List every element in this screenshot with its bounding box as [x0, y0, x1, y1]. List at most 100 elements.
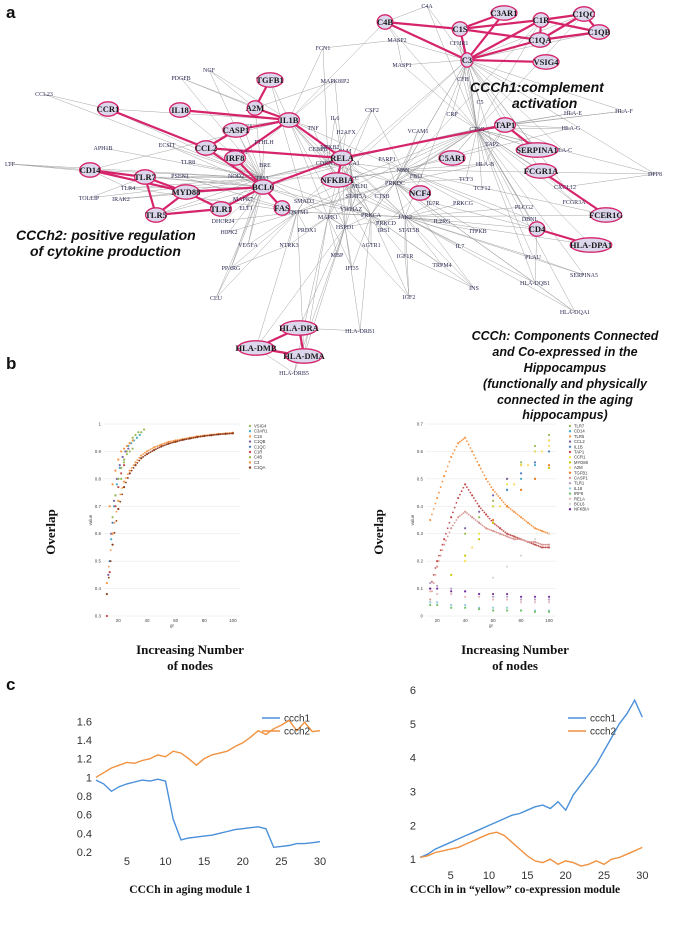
data-point — [530, 541, 533, 543]
data-point — [533, 595, 537, 598]
data-point — [491, 488, 495, 491]
data-point — [219, 433, 222, 436]
data-point — [221, 433, 224, 436]
data-point — [521, 538, 524, 541]
legend-marker — [568, 424, 572, 428]
data-point — [460, 439, 463, 442]
x-axis-label: gr — [489, 623, 494, 628]
y-tick-label: 1.2 — [77, 754, 92, 766]
data-point — [519, 598, 523, 601]
data-point — [130, 469, 133, 472]
highlight-node-label: SERPINA1 — [516, 145, 558, 155]
data-point — [498, 527, 502, 530]
gene-node-label: IL6 — [331, 116, 340, 122]
data-point — [509, 508, 512, 510]
network-edge — [394, 130, 419, 184]
data-point — [509, 534, 512, 536]
highlight-node-circle — [524, 163, 558, 179]
c-left-caption: CCCh in aging module 1 — [129, 884, 251, 896]
data-point — [108, 505, 111, 508]
network-edge — [476, 128, 538, 230]
network-edge — [394, 182, 475, 289]
network-edge — [166, 144, 263, 179]
data-point — [464, 606, 467, 609]
data-point — [460, 513, 463, 516]
legend-label: ccch1 — [590, 714, 617, 725]
b-left-caption-line1: Increasing Number — [136, 642, 244, 657]
network-edge — [247, 186, 264, 246]
annotation-ccch1-line1: CCCh1:complement — [470, 79, 605, 95]
data-point — [115, 510, 118, 513]
data-point — [547, 450, 551, 453]
legend-marker — [568, 435, 572, 438]
highlight-edge — [179, 108, 290, 122]
gene-node-label: PLCG2 — [515, 205, 533, 211]
gene-node-label: PRKDC — [385, 181, 405, 187]
data-point — [205, 434, 207, 437]
network-edge — [349, 162, 404, 171]
data-point — [162, 442, 164, 445]
network-edge — [306, 216, 329, 231]
x-tick-label: 20 — [435, 618, 441, 623]
data-point — [230, 432, 232, 435]
gene-node-label: CTSB — [374, 194, 389, 200]
x-tick-label: 20 — [237, 856, 249, 868]
network-edge — [254, 80, 336, 109]
data-point — [117, 499, 120, 502]
highlight-node-circle — [251, 179, 275, 195]
data-point — [446, 465, 449, 468]
data-point — [436, 565, 439, 568]
data-point — [505, 565, 509, 568]
highlight-node-circle — [532, 12, 550, 28]
data-point — [478, 608, 481, 611]
data-point — [512, 510, 516, 513]
highlight-node-label: C5AR1 — [439, 153, 466, 163]
data-point — [505, 609, 509, 612]
data-point — [505, 598, 509, 601]
data-point — [519, 554, 523, 557]
data-point — [462, 486, 465, 489]
network-edge — [166, 144, 264, 188]
x-tick-label: 60 — [173, 618, 179, 623]
data-point — [458, 440, 461, 443]
legend-marker — [248, 424, 252, 428]
y-tick-label: 0.5 — [417, 476, 424, 481]
gene-node-label: MLH1 — [352, 184, 368, 190]
data-point — [504, 534, 507, 537]
legend-marker — [248, 461, 252, 464]
network-edge — [426, 5, 468, 61]
data-point — [134, 433, 137, 437]
highlight-node-label: C1QC — [572, 9, 595, 19]
data-point — [112, 499, 116, 502]
network-edge — [344, 214, 372, 228]
chart-c-right: 1 2 3 4 5 6 5 10 15 20 25 30 ccch1 ccch2 — [410, 685, 649, 882]
data-point — [533, 477, 537, 480]
data-point — [434, 567, 437, 569]
data-point — [486, 528, 489, 530]
data-point — [429, 601, 432, 604]
data-point — [436, 584, 439, 587]
gene-node-label: IRS1 — [378, 228, 390, 234]
network-edge — [359, 214, 372, 332]
data-point — [436, 560, 439, 563]
data-point — [158, 444, 161, 447]
data-point — [138, 433, 141, 437]
data-point — [446, 527, 449, 530]
network-edge — [381, 182, 396, 197]
network-edge — [288, 119, 338, 181]
network-nodes: C4A MASP2 CFHR1 FCN1 MASP1 NGF PDGFB MAPK8IP2 CF… — [5, 4, 662, 377]
network-edge — [350, 128, 478, 210]
data-point — [514, 538, 517, 541]
data-point — [472, 453, 475, 456]
data-point — [526, 464, 530, 467]
data-point — [464, 483, 467, 486]
data-point — [450, 455, 453, 459]
data-point — [105, 581, 108, 585]
data-point — [540, 450, 544, 453]
data-point — [546, 543, 549, 546]
data-point — [533, 461, 537, 464]
x-tick-label: 60 — [491, 618, 497, 623]
network-edge — [350, 208, 372, 246]
x-tick-label: 30 — [314, 856, 326, 868]
data-point — [142, 453, 145, 456]
